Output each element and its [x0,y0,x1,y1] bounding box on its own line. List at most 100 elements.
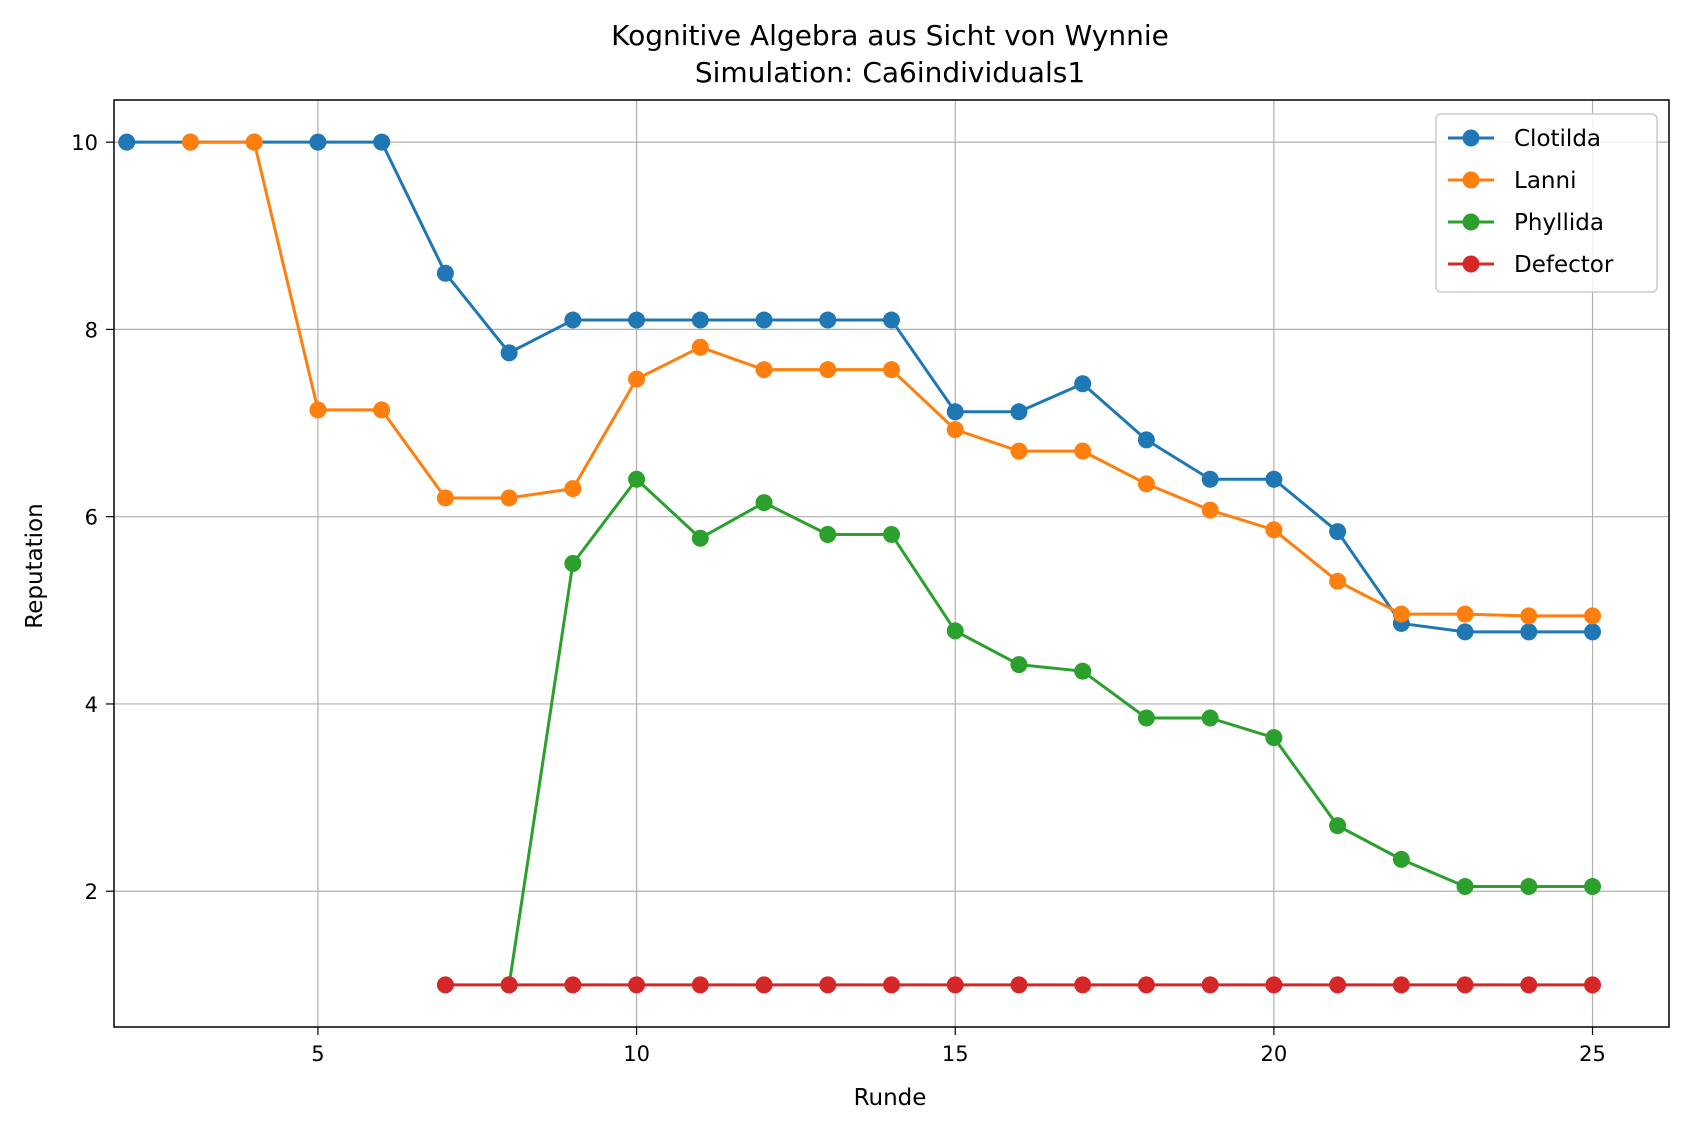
data-point [1201,976,1219,994]
x-tick-label: 25 [1579,1042,1606,1066]
legend-label: Phyllida [1514,210,1604,236]
data-point [1456,878,1474,896]
data-point [1010,656,1028,674]
legend-label: Lanni [1514,168,1576,194]
data-point [755,494,773,512]
data-point [564,480,582,498]
x-tick-label: 10 [623,1042,650,1066]
data-point [819,976,837,994]
chart-title: Kognitive Algebra aus Sicht von Wynnie [611,19,1169,52]
data-point [1201,501,1219,519]
data-point [1520,878,1538,896]
series-line [190,140,1593,618]
data-point [1137,475,1155,493]
data-point [373,133,391,151]
data-point [691,311,709,329]
data-point [1201,470,1219,488]
data-point [1074,442,1092,460]
data-point [436,976,454,994]
y-tick-label: 10 [71,131,98,155]
axis-ticks: 5 10 15 20 25 2 4 6 8 10 [71,131,1606,1066]
data-point [1201,709,1219,727]
data-point [1074,976,1092,994]
data-point [628,976,646,994]
data-point [1265,976,1283,994]
series-line [507,477,1593,986]
data-point [1392,850,1410,868]
data-point [1584,878,1602,896]
data-point [500,489,518,507]
legend-label: Defector [1514,252,1614,278]
data-point [436,489,454,507]
data-point [1074,375,1092,393]
series-clotilda [118,133,1602,641]
x-tick-label: 20 [1261,1042,1288,1066]
data-point [373,401,391,419]
data-point [1010,976,1028,994]
legend-box [1435,113,1658,293]
series-layer [118,133,1602,994]
data-point [691,338,709,356]
data-point [946,976,964,994]
data-point [245,133,263,151]
data-point [1329,817,1347,835]
legend-item: Lanni [1448,168,1576,194]
data-point [946,421,964,439]
data-point [118,133,136,151]
data-point [628,470,646,488]
data-point [1456,976,1474,994]
data-point [819,525,837,543]
data-point [1137,709,1155,727]
data-point [1584,607,1602,625]
data-point [883,525,900,543]
data-point [691,976,709,994]
data-point [1456,605,1474,623]
x-tick-label: 5 [311,1042,324,1066]
legend-label: Clotilda [1514,126,1601,152]
data-point [309,401,327,419]
data-point [1456,623,1474,641]
data-point [883,976,900,994]
data-point [819,311,837,329]
chart-subtitle: Simulation: Ca6individuals1 [695,56,1085,89]
data-point [1265,470,1283,488]
series-lanni [181,133,1602,625]
data-point [1584,623,1602,641]
data-point [1329,523,1347,541]
plot-frame [113,99,1670,1028]
series-phyllida [500,470,1602,994]
data-point [755,361,773,379]
legend-marker [1462,213,1480,231]
data-point [1520,976,1538,994]
data-point [1137,431,1155,449]
data-point [1010,403,1028,421]
data-point [628,370,646,388]
data-point [946,403,964,421]
legend-item: Defector [1448,252,1614,278]
data-point [564,555,582,572]
x-axis-label: Runde [854,1085,927,1111]
data-point [564,976,582,994]
data-point [1329,572,1347,590]
data-point [1520,607,1538,625]
legend-marker [1462,171,1480,189]
data-point [436,264,454,282]
data-point [1329,976,1347,994]
grid-lines [114,100,1669,1027]
data-point [1074,662,1092,680]
data-point [564,311,582,329]
data-point [1137,976,1155,994]
data-point [946,622,964,640]
data-point [883,311,900,329]
data-point [309,133,327,151]
data-point [500,976,518,994]
legend-marker [1462,129,1480,147]
legend-marker [1462,255,1480,273]
y-tick-label: 8 [85,318,98,342]
legend-item: Phyllida [1448,210,1604,236]
data-point [1392,605,1410,623]
y-tick-label: 6 [85,506,98,530]
data-point [755,976,773,994]
data-point [883,361,900,379]
